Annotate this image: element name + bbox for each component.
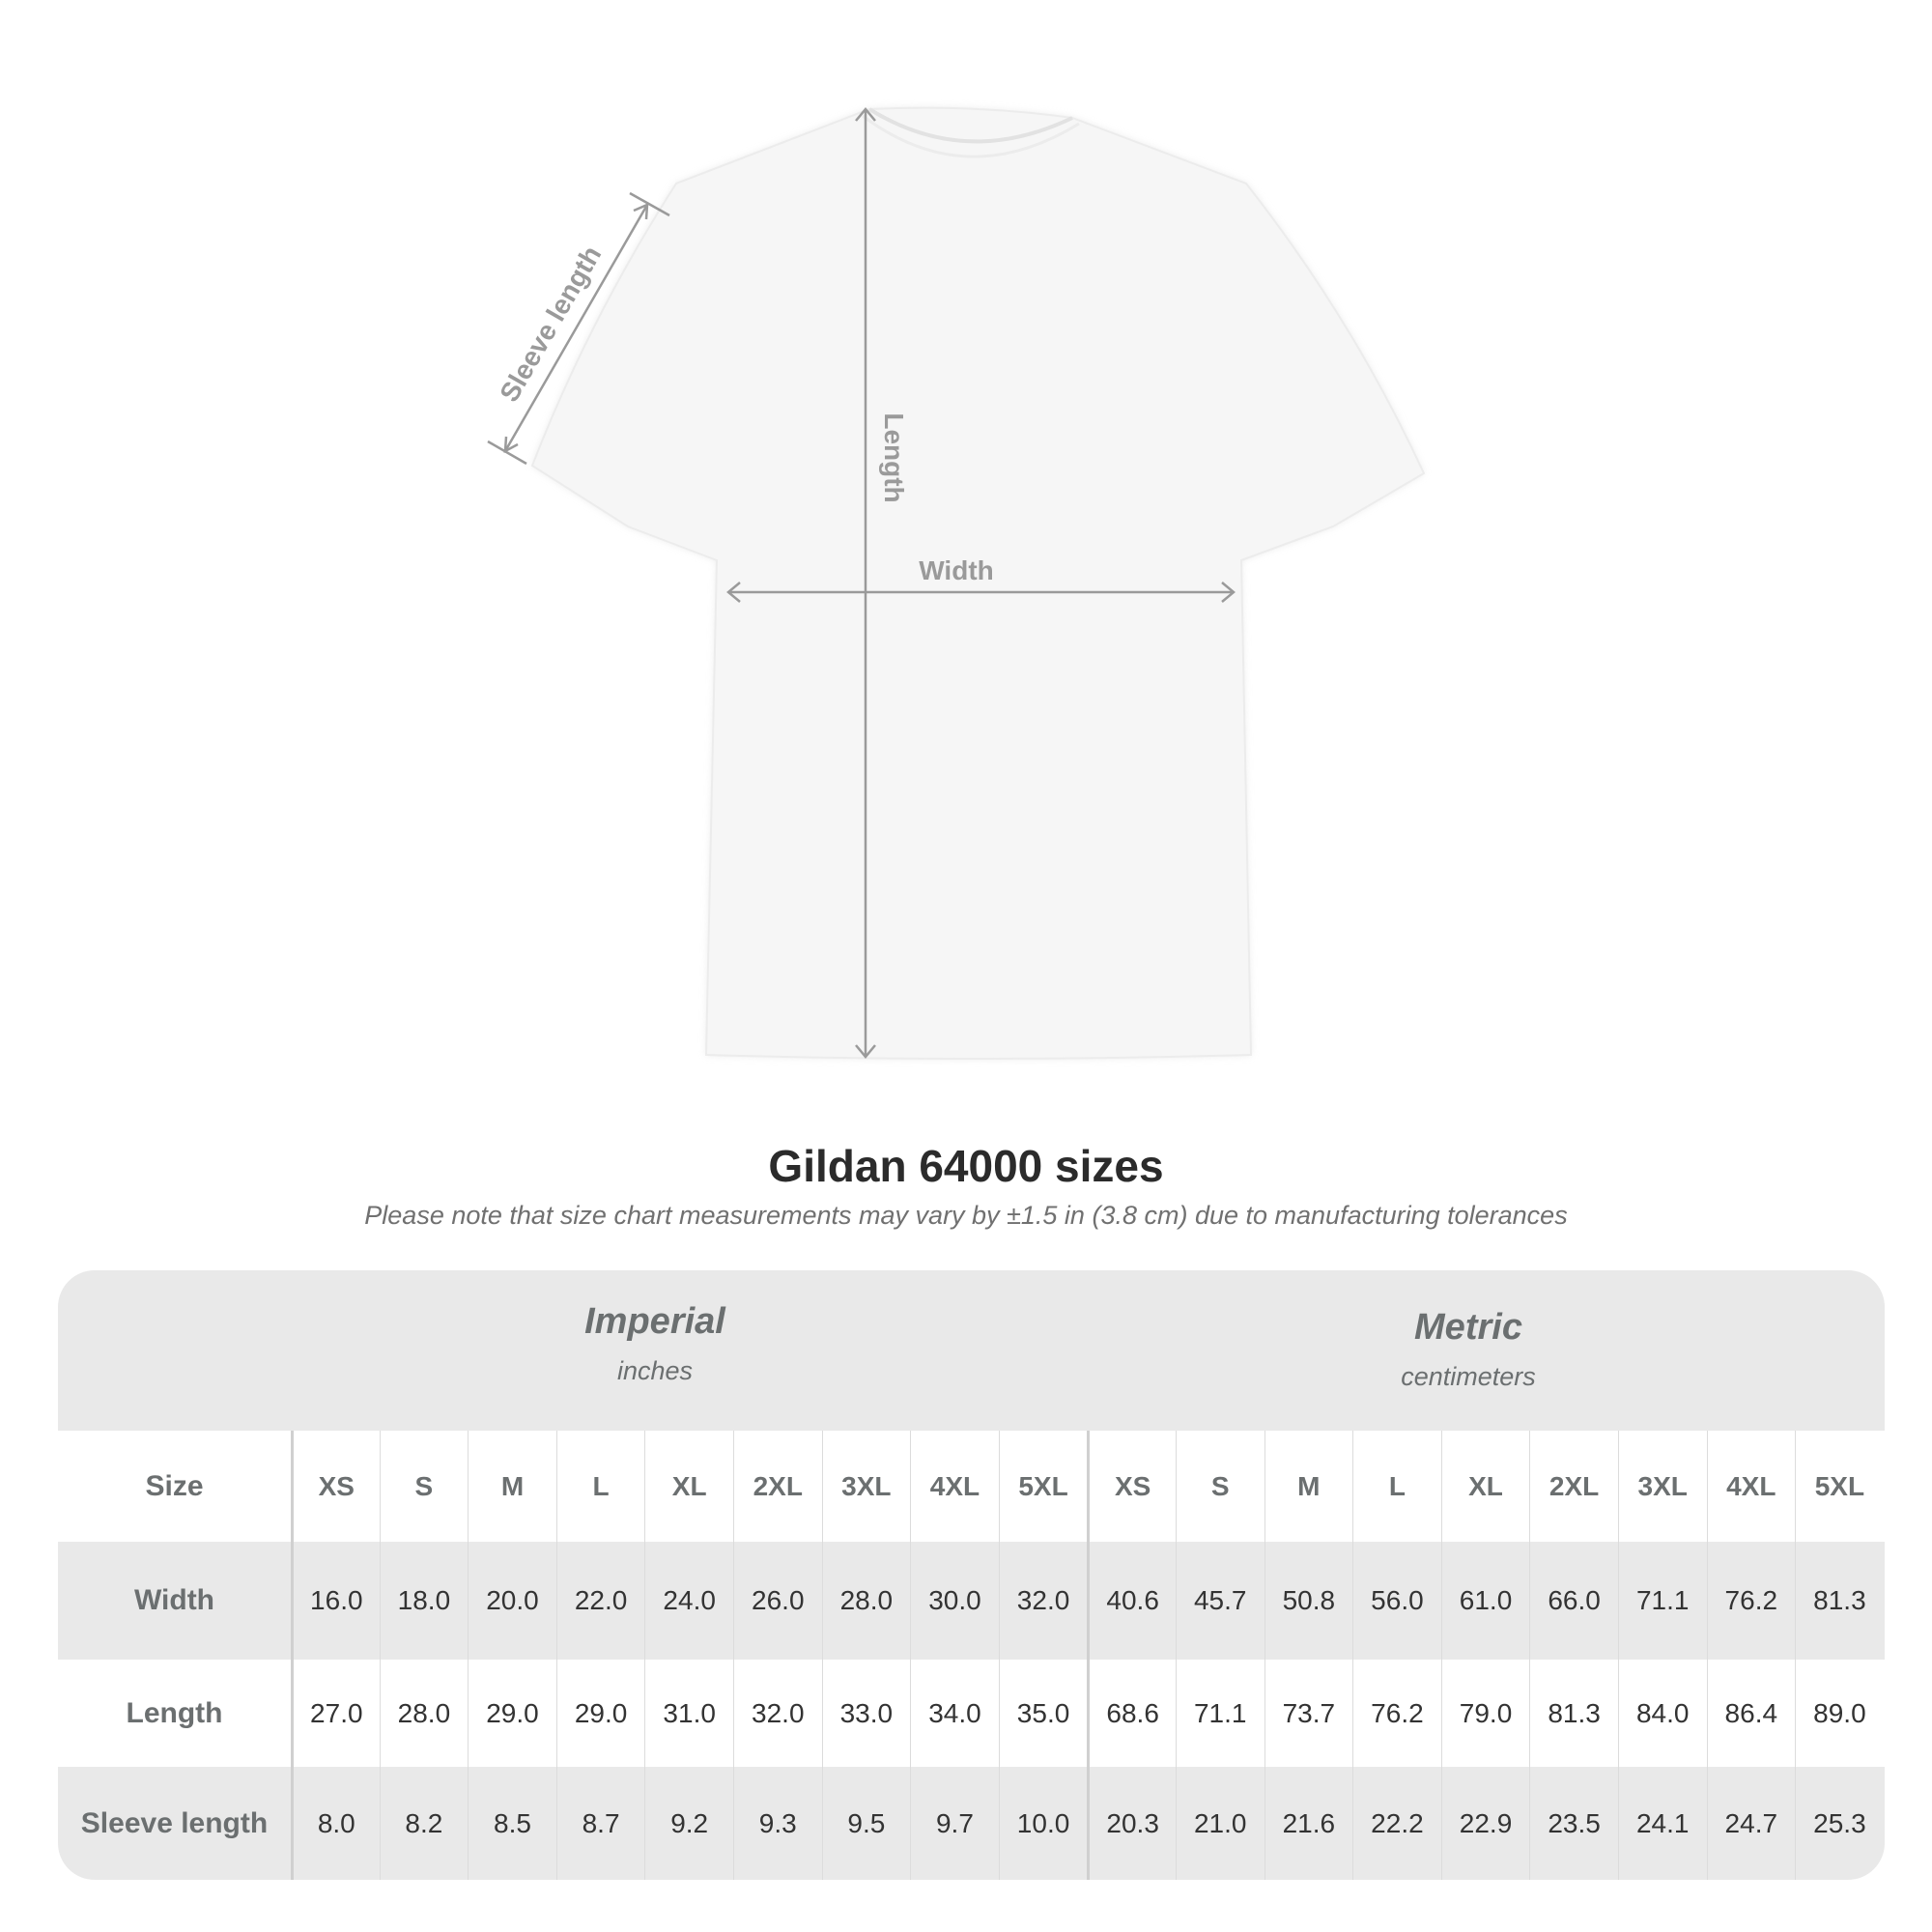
metric-value-cell: 76.2 [1352,1660,1441,1767]
imperial-size-header: 3XL [821,1431,911,1542]
tolerance-note: Please note that size chart measurements… [364,1201,1568,1230]
metric-value-cell: 81.3 [1795,1542,1884,1660]
imperial-value-cell: 27.0 [291,1660,380,1767]
metric-value-cell: 71.1 [1175,1660,1264,1767]
row-label: Width [133,1584,215,1616]
table-row: Width 16.0 18.0 20.0 22.0 24.0 26.0 28.0 30.0 32.… [58,1542,1885,1660]
metric-size-header: 3XL [1617,1431,1707,1542]
metric-value-cell: 23.5 [1529,1767,1618,1880]
imperial-value-cell: 30.0 [910,1542,999,1660]
imperial-value-cell: 26.0 [732,1542,822,1660]
imperial-title: Imperial [584,1301,725,1342]
imperial-value-cell: 31.0 [644,1660,733,1767]
chart-title: Gildan 64000 sizes [768,1141,1164,1191]
width-label: Width [919,555,994,585]
imperial-value-cell: 33.0 [821,1660,911,1767]
imperial-value-cell: 8.5 [468,1767,556,1880]
size-label: Size [145,1469,204,1502]
imperial-size-header: 5XL [998,1431,1088,1542]
imperial-value-cell: 9.5 [821,1767,911,1880]
metric-value-cell: 86.4 [1706,1660,1796,1767]
metric-size-header: XL [1440,1431,1530,1542]
tshirt-collar [867,107,1073,144]
metric-value-cell: 71.1 [1617,1542,1707,1660]
imperial-value-cell: 9.7 [910,1767,999,1880]
metric-value-cell: 81.3 [1529,1660,1618,1767]
imperial-value-cell: 9.2 [644,1767,733,1880]
imperial-value-cell: 29.0 [555,1660,645,1767]
imperial-value-cell: 18.0 [379,1542,469,1660]
imperial-header: Imperial inches [220,1301,1090,1462]
imperial-value-cell: 20.0 [468,1542,556,1660]
metric-unit: centimeters [1401,1362,1536,1391]
imperial-value-cell: 9.3 [732,1767,822,1880]
metric-value-cell: 73.7 [1264,1660,1353,1767]
row-label: Length [126,1696,223,1729]
metric-value-cell: 21.6 [1264,1767,1353,1880]
metric-value-cell: 20.3 [1087,1767,1176,1880]
metric-value-cell: 89.0 [1795,1660,1884,1767]
imperial-value-cell: 10.0 [998,1767,1088,1880]
imperial-size-header: M [468,1431,556,1542]
metric-size-header: 4XL [1706,1431,1796,1542]
tshirt-diagram: Width Length Sleeve length [487,106,1426,1060]
metric-value-cell: 22.9 [1440,1767,1530,1880]
imperial-value-cell: 29.0 [468,1660,556,1767]
metric-size-header: L [1352,1431,1441,1542]
imperial-value-cell: 8.7 [555,1767,645,1880]
metric-value-cell: 24.1 [1617,1767,1707,1880]
metric-size-header: M [1264,1431,1353,1542]
metric-value-cell: 84.0 [1617,1660,1707,1767]
imperial-value-cell: 32.0 [998,1542,1088,1660]
imperial-value-cell: 24.0 [644,1542,733,1660]
metric-header: Metric centimeters [1034,1307,1885,1467]
metric-value-cell: 40.6 [1087,1542,1176,1660]
imperial-size-header: XS [291,1431,380,1542]
imperial-value-cell: 34.0 [910,1660,999,1767]
imperial-value-cell: 8.2 [379,1767,469,1880]
imperial-value-cell: 16.0 [291,1542,380,1660]
imperial-size-header: S [379,1431,469,1542]
metric-value-cell: 56.0 [1352,1542,1441,1660]
imperial-value-cell: 8.0 [291,1767,380,1880]
metric-title: Metric [1414,1307,1522,1348]
table-row: Sleeve length 8.0 8.2 8.5 8.7 9.2 9.3 9.5 9.7 10.… [58,1767,1885,1880]
metric-value-cell: 61.0 [1440,1542,1530,1660]
imperial-value-cell: 32.0 [732,1660,822,1767]
imperial-value-cell: 22.0 [555,1542,645,1660]
length-label: Length [879,412,909,502]
imperial-value-cell: 28.0 [379,1660,469,1767]
metric-value-cell: 24.7 [1706,1767,1796,1880]
imperial-size-header: XL [644,1431,733,1542]
imperial-size-header: 2XL [732,1431,822,1542]
metric-value-cell: 68.6 [1087,1660,1176,1767]
metric-value-cell: 22.2 [1352,1767,1441,1880]
size-row: Size XS S M L XL 2XL 3XL 4XL 5XL XS S M L XL 2XL 3XL 4XL… [58,1431,1885,1542]
metric-value-cell: 21.0 [1175,1767,1264,1880]
imperial-value-cell: 35.0 [998,1660,1088,1767]
metric-value-cell: 50.8 [1264,1542,1353,1660]
metric-value-cell: 76.2 [1706,1542,1796,1660]
imperial-unit: inches [616,1356,694,1385]
imperial-value-cell: 28.0 [821,1542,911,1660]
metric-size-header: 2XL [1529,1431,1618,1542]
table-row: Length 27.0 28.0 29.0 29.0 31.0 32.0 33.0 34.0 35… [58,1660,1885,1767]
imperial-size-header: L [555,1431,645,1542]
metric-size-header: 5XL [1795,1431,1884,1542]
imperial-size-header: 4XL [910,1431,999,1542]
metric-value-cell: 25.3 [1795,1767,1884,1880]
tshirt-body [530,106,1426,1060]
metric-size-header: S [1175,1431,1264,1542]
metric-value-cell: 45.7 [1175,1542,1264,1660]
size-table: Imperial inches Metric centimeters Size … [58,1270,1885,1880]
row-label: Sleeve length [80,1806,269,1839]
metric-value-cell: 66.0 [1529,1542,1618,1660]
metric-value-cell: 79.0 [1440,1660,1530,1767]
sleeve-arrow [503,204,649,452]
metric-size-header: XS [1087,1431,1176,1542]
